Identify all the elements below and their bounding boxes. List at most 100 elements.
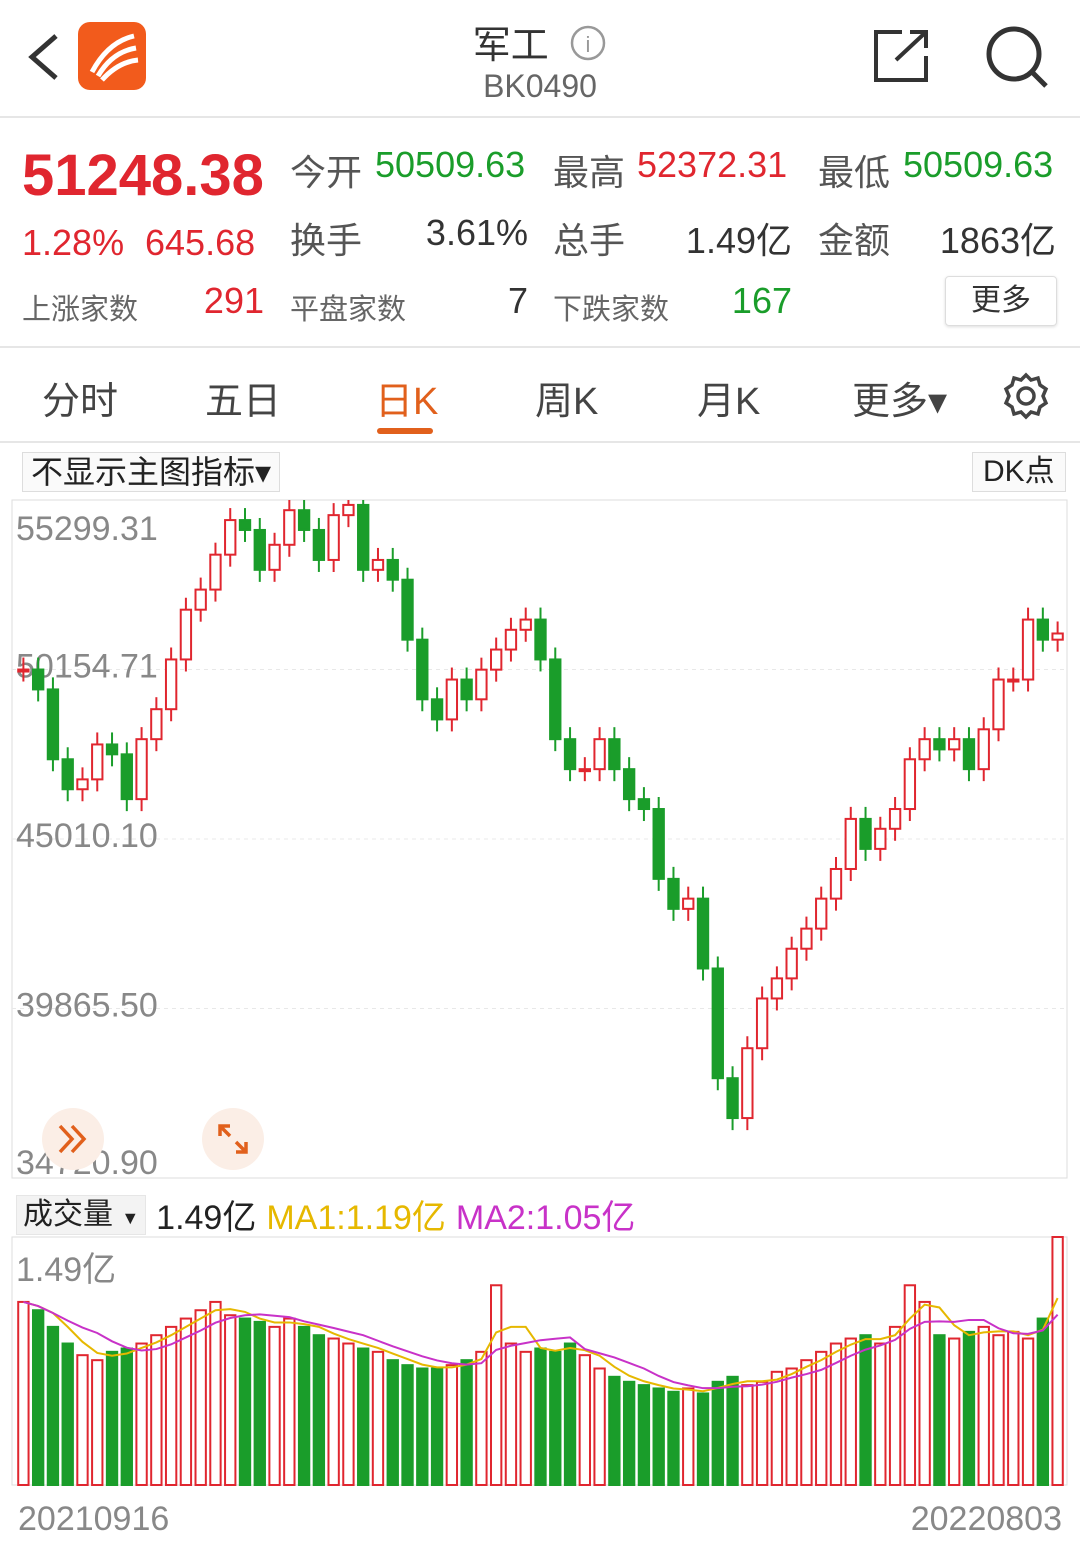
down-count: 167 — [731, 280, 792, 321]
turnover-value: 3.61% — [425, 212, 528, 253]
dk-points-button[interactable]: DK点 — [972, 452, 1066, 492]
volume-ma2-line — [23, 1300, 1059, 1390]
amount-label: 金额 — [818, 220, 891, 261]
volume-bar — [608, 1375, 621, 1487]
volume-bar — [371, 1350, 385, 1486]
volume-bar — [844, 1337, 857, 1486]
high-label: 最高 — [553, 152, 626, 193]
volume-bar — [815, 1350, 828, 1486]
volume-bar — [888, 1325, 902, 1486]
candle-body — [637, 798, 651, 811]
candle-body — [268, 543, 281, 571]
candle-body — [711, 967, 724, 1080]
volume-bar — [829, 1342, 843, 1486]
tab-2[interactable]: 日K — [375, 381, 439, 423]
candle-body — [357, 503, 370, 571]
volume-bar — [209, 1300, 222, 1486]
tab-1[interactable]: 五日 — [205, 381, 282, 423]
volume-indicator-label: 成交量 — [23, 1197, 113, 1231]
share-icon[interactable] — [872, 28, 930, 84]
candle-body — [17, 668, 30, 673]
candle-body — [800, 927, 813, 950]
candle-body — [327, 514, 340, 561]
volume-bar — [445, 1364, 459, 1487]
volume-top-label: 1.49亿 — [16, 1251, 116, 1289]
change-pct: 1.28% — [22, 222, 125, 263]
current-price: 51248.38 — [22, 143, 264, 208]
volume-bar — [253, 1320, 266, 1486]
low-value: 50509.63 — [903, 144, 1054, 185]
divider — [0, 346, 1080, 348]
volume-bar — [31, 1309, 45, 1486]
tab-5[interactable]: 更多▾ — [852, 381, 948, 423]
candle-body — [844, 817, 857, 870]
volume-indicator-select[interactable]: 成交量 ▼ — [16, 1194, 147, 1235]
volume-bar — [859, 1334, 872, 1486]
candle-body — [460, 678, 473, 701]
candle-body — [992, 678, 1005, 731]
candle-body — [504, 628, 518, 651]
candle-body — [430, 698, 444, 721]
scroll-latest-button[interactable] — [42, 1108, 104, 1170]
candle-body — [622, 768, 636, 801]
expand-chart-button[interactable] — [202, 1108, 264, 1170]
candle-body — [76, 778, 89, 791]
candle-body — [105, 743, 119, 756]
chevron-left-icon[interactable] — [26, 32, 60, 82]
tab-0[interactable]: 分时 — [42, 381, 119, 423]
candle-body — [179, 608, 193, 661]
volume-bar — [696, 1392, 710, 1487]
candle-body — [888, 808, 902, 830]
candle-body — [371, 558, 385, 571]
candle-body — [31, 668, 45, 691]
volume-bar — [593, 1367, 606, 1487]
candle-body — [534, 618, 547, 661]
candle-body — [667, 877, 680, 910]
candle-body — [652, 808, 665, 880]
volume-bar — [342, 1342, 355, 1486]
candle-body — [1021, 618, 1035, 681]
volume-bar — [741, 1384, 754, 1487]
candle-body — [770, 977, 784, 1000]
volume-bar — [992, 1334, 1005, 1486]
volume-ma1: MA1:1.19亿 — [266, 1199, 446, 1237]
candle-body — [416, 638, 429, 701]
candle-body — [194, 588, 207, 611]
candle-body — [962, 738, 976, 771]
volume-bar — [283, 1317, 296, 1486]
candle-body — [696, 897, 710, 970]
candle-body — [933, 738, 946, 751]
volume-bar — [297, 1325, 311, 1486]
volume-bar — [563, 1342, 577, 1486]
info-icon[interactable]: i — [569, 24, 607, 62]
tab-3[interactable]: 周K — [535, 381, 599, 423]
tab-4[interactable]: 月K — [697, 381, 761, 423]
candle-body — [829, 867, 843, 900]
volume-bar — [1051, 1236, 1064, 1486]
candle-body — [815, 897, 828, 930]
volume-bar — [682, 1387, 695, 1487]
volume-ma1-line — [23, 1297, 1059, 1393]
more-stats-button[interactable]: 更多 — [945, 276, 1057, 326]
candle-body — [209, 553, 222, 591]
volume-bar — [179, 1317, 193, 1486]
candle-body — [120, 753, 133, 801]
page-title: 军工 — [472, 25, 549, 67]
volume-bar — [460, 1359, 473, 1486]
search-icon[interactable] — [984, 24, 1050, 90]
candle-body — [682, 897, 695, 910]
y-tick-label: 55299.31 — [16, 510, 158, 548]
up-count: 291 — [203, 280, 264, 321]
dropdown-arrow-icon: ▼ — [121, 1207, 140, 1228]
main-indicator-select[interactable]: 不显示主图指标▾ — [22, 452, 281, 492]
volume-bar — [105, 1350, 119, 1486]
double-chevron-right-icon — [58, 1124, 87, 1154]
stock-code: BK0490 — [483, 68, 597, 104]
gear-icon[interactable] — [1002, 372, 1050, 420]
candle-body — [549, 658, 562, 741]
volume-bar — [578, 1354, 591, 1486]
candle-body — [401, 578, 414, 641]
volume-bar — [770, 1370, 784, 1487]
volume-bar — [120, 1347, 133, 1486]
